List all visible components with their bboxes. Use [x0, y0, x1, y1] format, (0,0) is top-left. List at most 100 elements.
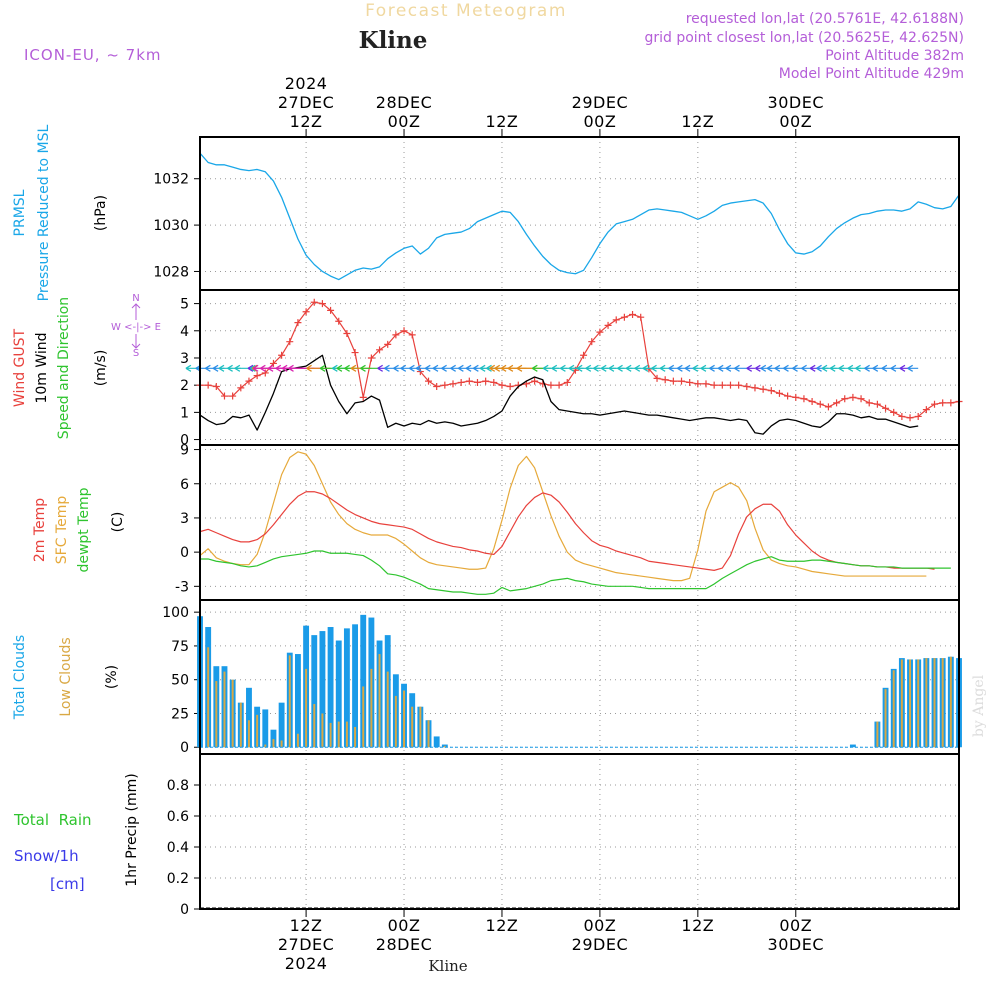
total-cloud-bar: [246, 687, 252, 748]
gust-marker: [857, 395, 865, 403]
compass-north: N: [132, 293, 139, 304]
gust-marker: [302, 308, 310, 316]
low-cloud-bar: [403, 690, 406, 748]
gust-marker: [710, 381, 718, 389]
temperature-ytick-label: 0: [180, 545, 189, 561]
bottom-time-label: 2024: [285, 954, 328, 973]
gust-marker: [473, 378, 481, 386]
gust-marker: [204, 381, 212, 389]
gust-line: [200, 301, 960, 419]
data-layer: [186, 152, 963, 909]
gust-marker: [286, 338, 294, 346]
gust-marker: [833, 399, 841, 407]
top-time-label: 12Z: [486, 112, 519, 131]
snow-label: Snow/1h: [14, 847, 79, 865]
gust-marker: [269, 359, 277, 367]
bottom-time-label: 12Z: [486, 916, 519, 935]
top-time-label: 00Z: [583, 112, 616, 131]
wind-direction-arrow: [234, 364, 249, 372]
gust-marker: [433, 383, 441, 391]
clouds-ytick-label: 100: [162, 605, 189, 621]
top-time-label: 29DEC: [572, 93, 628, 112]
gust-marker: [661, 376, 669, 384]
model-label: ICON-EU, ~ 7km: [24, 46, 162, 64]
gust-marker: [335, 317, 343, 325]
low-cloud-bar: [419, 706, 422, 748]
pressure-label-1: PRMSL: [12, 189, 28, 236]
low-cloud-bar: [394, 695, 397, 748]
clouds-ytick-label: 75: [171, 639, 189, 655]
top-time-label: 27DEC: [278, 93, 334, 112]
clouds-ytick-label: 50: [171, 673, 189, 689]
gust-marker: [735, 381, 743, 389]
gust-marker: [555, 381, 563, 389]
total-cloud-bar: [352, 624, 359, 748]
low-cloud-bar: [354, 726, 357, 748]
gust-marker: [441, 381, 449, 389]
total-cloud-bar: [278, 702, 285, 748]
low-cloud-bar: [288, 655, 291, 748]
gust-marker: [278, 351, 286, 359]
sfc-temp-line: [199, 451, 927, 582]
gust-marker: [563, 378, 571, 386]
precipitation-ytick-label: 0.2: [167, 871, 189, 887]
gust-marker: [490, 378, 498, 386]
gust-marker: [841, 395, 849, 403]
temperature-ytick-label: 3: [180, 511, 189, 527]
gust-marker: [596, 328, 604, 336]
wind-dir-label: Speed and Direction: [56, 297, 72, 439]
gust-marker: [482, 377, 490, 385]
low-cloud-bar: [925, 658, 928, 748]
temperature-ytick-label: 9: [180, 443, 189, 459]
gust-marker: [612, 316, 620, 324]
gust-marker: [800, 395, 808, 403]
top-time-label: 12Z: [290, 112, 323, 131]
gust-marker: [726, 381, 734, 389]
low-cloud-bar: [900, 659, 903, 748]
wind-speed-line: [199, 354, 919, 435]
gust-marker: [751, 384, 759, 392]
wind-ytick-label: 4: [180, 324, 189, 340]
total-cloud-bar: [327, 627, 334, 748]
gust-marker: [384, 340, 392, 348]
temperature-panel-frame: [199, 444, 960, 601]
t2m-label: 2m Temp: [32, 498, 48, 562]
top-time-label: 00Z: [388, 112, 421, 131]
gust-marker: [914, 412, 922, 420]
gust-marker: [425, 377, 433, 385]
gust-marker: [849, 393, 857, 401]
low-cloud-bar: [386, 671, 389, 748]
total-cloud-bar: [319, 631, 326, 748]
low-cloud-bar: [949, 656, 952, 748]
low-cloud-bar: [272, 739, 275, 748]
gust-marker: [400, 327, 408, 335]
dewpt-label: dewpt Temp: [76, 487, 92, 572]
gust-marker: [367, 354, 375, 362]
low-cloud-label: Low Clouds: [58, 637, 74, 716]
gust-marker: [637, 313, 645, 321]
compass-south: S: [133, 348, 139, 359]
snow-unit: [cm]: [50, 875, 85, 893]
total-cloud-bar: [262, 709, 269, 748]
temp-unit: (C): [110, 512, 126, 533]
model-altitude: Model Point Altitude 429m: [779, 66, 964, 82]
compass-icon: [131, 303, 141, 349]
low-cloud-bar: [264, 744, 267, 748]
gust-marker: [506, 383, 514, 391]
grid-coords: grid point closest lon,lat (20.5625E, 42…: [644, 30, 964, 46]
bottom-time-label: 00Z: [388, 916, 421, 935]
gust-marker: [449, 380, 457, 388]
wind-ytick-label: 0: [180, 433, 189, 449]
gust-marker: [702, 380, 710, 388]
pressure-line: [199, 152, 960, 281]
low-cloud-bar: [313, 704, 316, 748]
top-time-label: 30DEC: [768, 93, 824, 112]
low-cloud-bar: [933, 658, 936, 748]
gust-marker: [212, 383, 220, 391]
wind-ytick-label: 2: [180, 378, 189, 394]
low-cloud-bar: [427, 720, 430, 748]
wind-direction-arrow: [907, 364, 919, 372]
gust-marker: [792, 393, 800, 401]
gust-marker: [294, 319, 302, 327]
